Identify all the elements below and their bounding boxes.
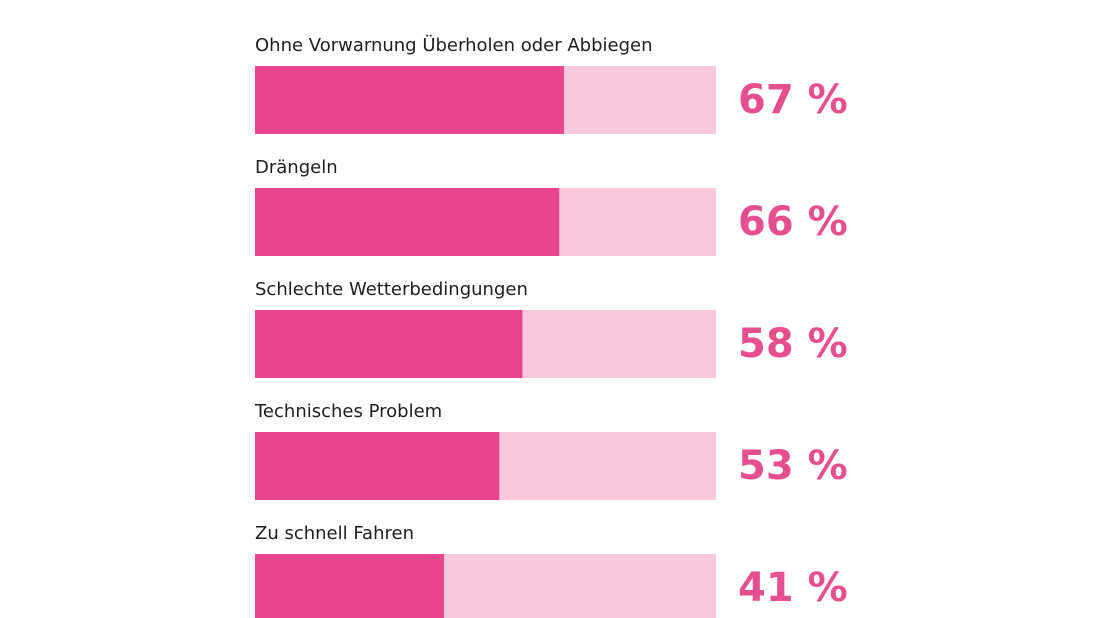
- value-label: 66 %: [738, 199, 848, 245]
- bar: [255, 432, 500, 500]
- bar: [255, 554, 445, 618]
- category-label: Zu schnell Fahren: [255, 523, 414, 544]
- category-label: Schlechte Wetterbedingungen: [255, 279, 528, 300]
- bar: [255, 188, 560, 256]
- category-label: Technisches Problem: [254, 401, 442, 422]
- value-label: 67 %: [738, 77, 848, 123]
- value-label: 53 %: [738, 443, 848, 489]
- bar: [255, 66, 564, 134]
- category-label: Ohne Vorwarnung Überholen oder Abbiegen: [255, 34, 653, 56]
- value-label: 41 %: [738, 565, 848, 611]
- value-label: 58 %: [738, 321, 848, 367]
- category-label: Drängeln: [255, 157, 338, 178]
- bar: [255, 310, 523, 378]
